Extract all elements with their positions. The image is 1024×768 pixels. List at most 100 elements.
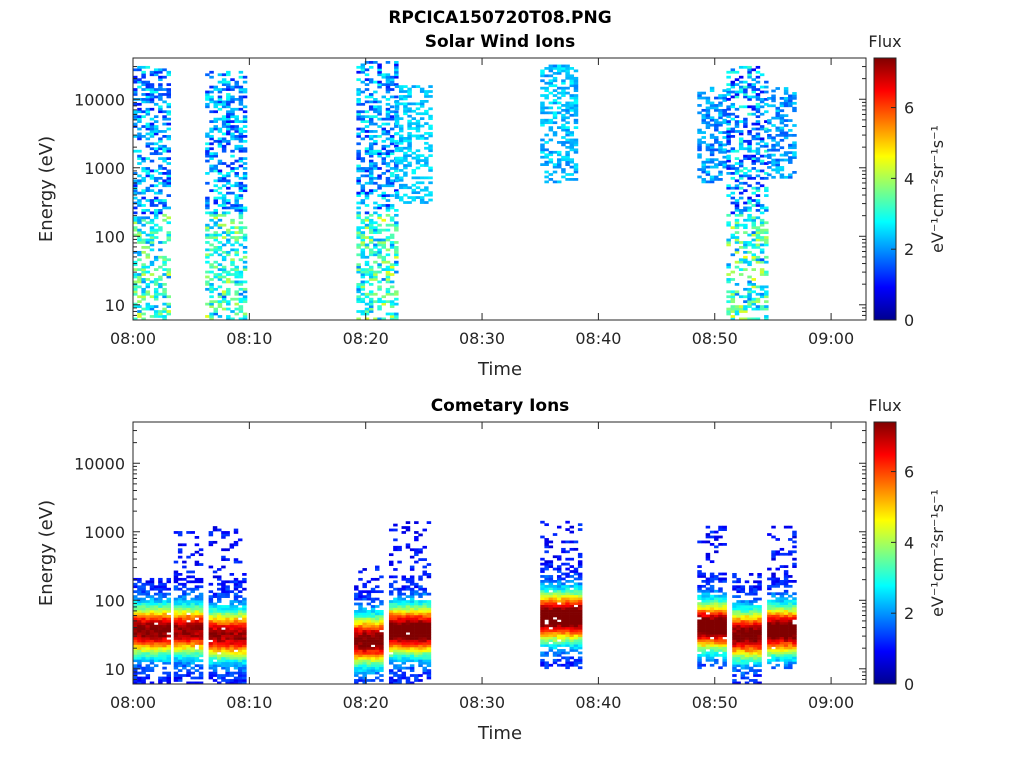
heatmap-cell — [764, 120, 769, 123]
heatmap-cell — [697, 175, 702, 179]
heatmap-cell — [540, 602, 545, 605]
heatmap-cell — [577, 587, 583, 591]
heatmap-cell — [141, 80, 146, 84]
heatmap-cell — [722, 150, 727, 154]
heatmap-cell — [736, 644, 741, 648]
heatmap-cell — [751, 238, 756, 242]
heatmap-cell — [409, 639, 415, 643]
heatmap-cell — [230, 112, 235, 116]
heatmap-cell — [397, 681, 402, 685]
heatmap-cell — [736, 634, 741, 638]
heatmap-cell — [360, 292, 366, 296]
heatmap-cell — [561, 626, 566, 630]
heatmap-cell — [759, 238, 765, 242]
heatmap-cell — [233, 580, 239, 584]
heatmap-cell — [779, 101, 785, 105]
heatmap-cell — [779, 119, 785, 122]
heatmap-cell — [740, 617, 746, 621]
heatmap-cell — [771, 94, 776, 98]
heatmap-cell — [225, 671, 230, 675]
heatmap-cell — [137, 231, 142, 234]
heatmap-cell — [229, 580, 235, 584]
heatmap-cell — [141, 75, 146, 79]
heatmap-cell — [364, 226, 370, 230]
heatmap-cell — [569, 141, 575, 144]
heatmap-cell — [561, 91, 566, 95]
heatmap-cell — [158, 226, 163, 230]
heatmap-cell — [764, 241, 769, 244]
heatmap-cell — [393, 610, 398, 613]
heatmap-cell — [354, 651, 359, 655]
heatmap-cell — [718, 649, 723, 652]
heatmap-cell — [732, 585, 737, 589]
heatmap-cell — [190, 602, 195, 606]
heatmap-cell — [736, 669, 741, 672]
heatmap-cell — [394, 167, 399, 170]
heatmap-cell — [149, 280, 155, 284]
heatmap-cell — [428, 85, 433, 88]
heatmap-cell — [385, 179, 391, 183]
heatmap-cell — [158, 88, 163, 91]
heatmap-cell — [205, 283, 210, 286]
heatmap-cell — [381, 238, 387, 242]
heatmap-cell — [149, 597, 155, 601]
heatmap-cell — [726, 295, 731, 299]
heatmap-cell — [173, 585, 179, 589]
heatmap-cell — [393, 523, 398, 527]
heatmap-cell — [705, 624, 711, 628]
heatmap-cell — [356, 236, 361, 239]
heatmap-cell — [368, 130, 374, 133]
heatmap-cell — [411, 188, 417, 192]
heatmap-cell — [364, 61, 370, 64]
heatmap-cell — [569, 656, 575, 660]
heatmap-cell — [166, 135, 171, 138]
heatmap-cell — [403, 95, 408, 98]
heatmap-cell — [407, 141, 412, 145]
heatmap-cell — [133, 669, 138, 672]
heatmap-cell — [177, 602, 183, 606]
heatmap-cell — [398, 137, 404, 140]
heatmap-cell — [177, 610, 183, 613]
heatmap-cell — [198, 619, 204, 623]
heatmap-cell — [709, 123, 715, 127]
heatmap-cell — [354, 585, 359, 589]
heatmap-cell — [544, 81, 549, 85]
heatmap-cell — [552, 658, 558, 662]
heatmap-cell — [569, 661, 575, 665]
heatmap-cell — [755, 98, 761, 101]
heatmap-cell — [751, 90, 756, 94]
heatmap-cell — [718, 612, 723, 615]
heatmap-cell — [405, 614, 411, 618]
heatmap-cell — [133, 88, 138, 91]
heatmap-cell — [141, 110, 146, 114]
heatmap-cell — [415, 176, 421, 180]
heatmap-cell — [209, 189, 214, 193]
heatmap-cell — [697, 540, 702, 544]
heatmap-cell — [360, 285, 366, 289]
heatmap-cell — [544, 562, 549, 566]
heatmap-cell — [370, 587, 376, 591]
heatmap-cell — [414, 634, 419, 638]
heatmap-cell — [394, 246, 399, 249]
heatmap-cell — [385, 107, 391, 111]
heatmap-cell — [751, 88, 756, 91]
heatmap-cell — [544, 587, 549, 591]
heatmap-cell — [394, 189, 399, 193]
heatmap-cell — [217, 568, 222, 571]
heatmap-cell — [764, 90, 769, 94]
heatmap-cell — [158, 656, 163, 660]
heatmap-cell — [366, 619, 372, 623]
heatmap-cell — [205, 233, 210, 237]
heatmap-cell — [426, 649, 432, 653]
heatmap-cell — [743, 258, 748, 262]
heatmap-cell — [217, 213, 223, 217]
heatmap-cell — [137, 181, 142, 185]
heatmap-cell — [718, 163, 723, 166]
heatmap-cell — [225, 659, 230, 663]
heatmap-cell — [208, 622, 214, 626]
heatmap-cell — [732, 656, 737, 660]
heatmap-cell — [141, 632, 146, 635]
heatmap-cell — [186, 659, 191, 663]
heatmap-cell — [221, 614, 226, 618]
